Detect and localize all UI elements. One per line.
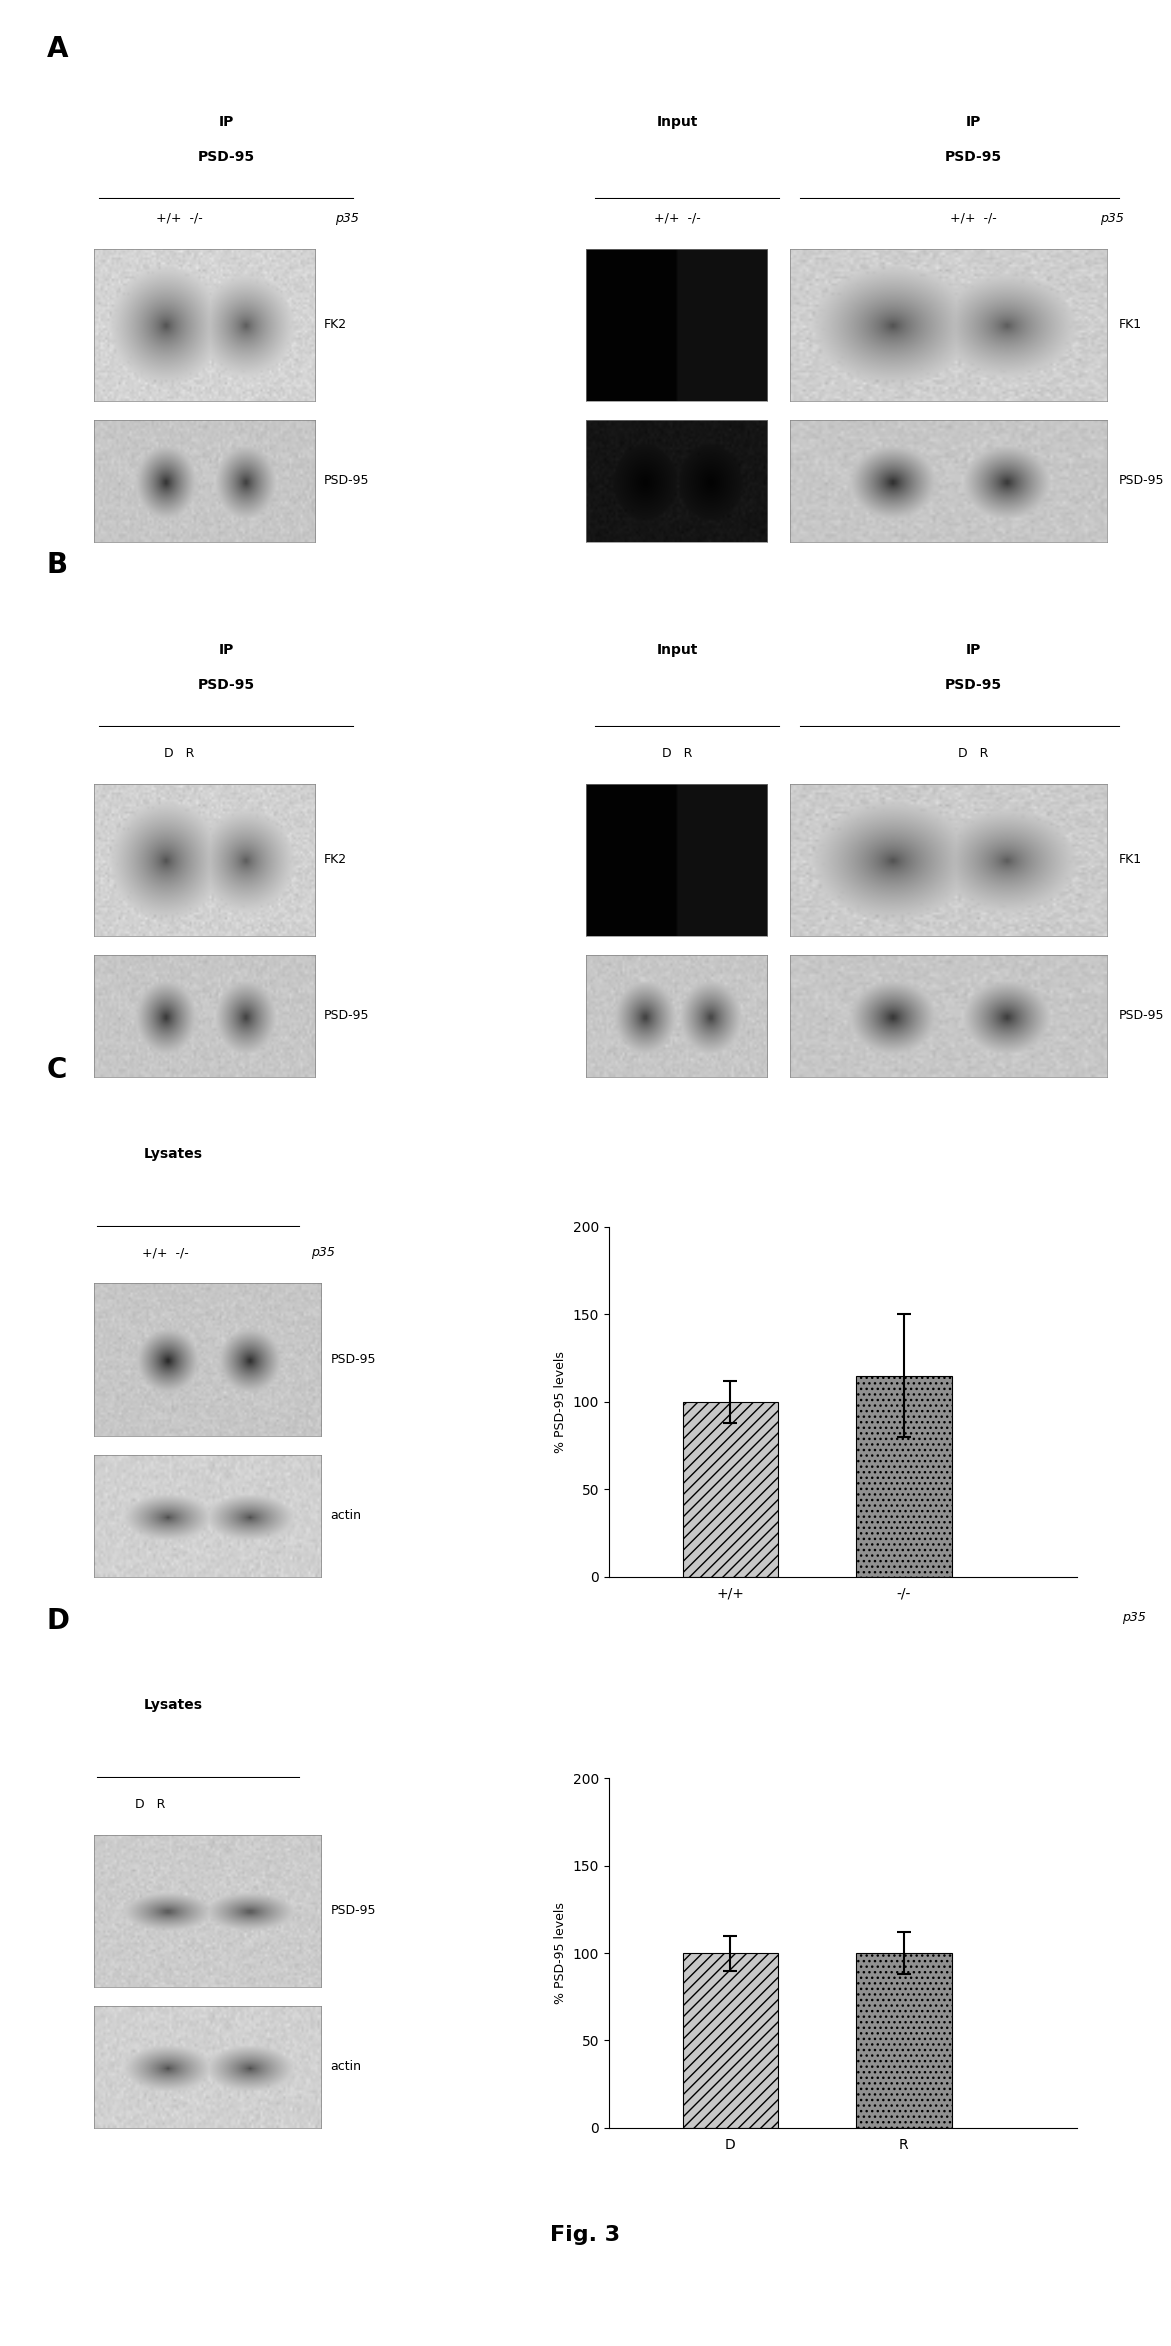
Text: PSD-95: PSD-95 [945, 678, 1002, 692]
Text: IP: IP [966, 115, 981, 129]
Text: PSD-95: PSD-95 [1119, 474, 1165, 488]
Text: actin: actin [330, 1508, 362, 1523]
Bar [683, 1952, 778, 2128]
Text: PSD-95: PSD-95 [945, 150, 1002, 164]
Text: actin: actin [330, 2060, 362, 2074]
Text: FK2: FK2 [324, 854, 347, 866]
Text: IP: IP [219, 115, 234, 129]
Text: +/+  -/-: +/+ -/- [950, 211, 997, 225]
Text: p35: p35 [310, 1246, 335, 1260]
Text: FK1: FK1 [1119, 319, 1143, 331]
Text: PSD-95: PSD-95 [324, 474, 369, 488]
Text: B: B [47, 551, 68, 579]
Text: Lysates: Lysates [144, 1699, 203, 1713]
Text: D   R: D R [662, 746, 692, 760]
Text: PSD-95: PSD-95 [198, 150, 255, 164]
Text: C: C [47, 1056, 67, 1084]
Text: Input: Input [657, 115, 698, 129]
Y-axis label: % PSD-95 levels: % PSD-95 levels [554, 1351, 567, 1452]
Text: A: A [47, 35, 68, 63]
Text: FK2: FK2 [324, 319, 347, 331]
Text: IP: IP [219, 643, 234, 657]
Y-axis label: % PSD-95 levels: % PSD-95 levels [554, 1903, 567, 2003]
Text: +/+  -/-: +/+ -/- [156, 211, 203, 225]
Text: PSD-95: PSD-95 [324, 1009, 369, 1023]
Bar [856, 1375, 952, 1577]
Text: +/+  -/-: +/+ -/- [142, 1246, 189, 1260]
Text: D: D [47, 1607, 70, 1635]
Text: PSD-95: PSD-95 [198, 678, 255, 692]
Text: Fig. 3: Fig. 3 [550, 2224, 621, 2245]
Text: p35: p35 [1122, 1612, 1145, 1623]
Text: IP: IP [966, 643, 981, 657]
Text: D   R: D R [136, 1797, 166, 1811]
Text: p35: p35 [335, 211, 358, 225]
Text: D   R: D R [164, 746, 194, 760]
Text: D   R: D R [958, 746, 988, 760]
Text: PSD-95: PSD-95 [330, 1354, 376, 1365]
Text: PSD-95: PSD-95 [1119, 1009, 1165, 1023]
Bar [856, 1952, 952, 2128]
Text: p35: p35 [1101, 211, 1124, 225]
Text: +/+  -/-: +/+ -/- [653, 211, 700, 225]
Bar [683, 1401, 778, 1577]
Text: FK1: FK1 [1119, 854, 1143, 866]
Text: Lysates: Lysates [144, 1147, 203, 1161]
Text: PSD-95: PSD-95 [330, 1905, 376, 1917]
Text: Input: Input [657, 643, 698, 657]
